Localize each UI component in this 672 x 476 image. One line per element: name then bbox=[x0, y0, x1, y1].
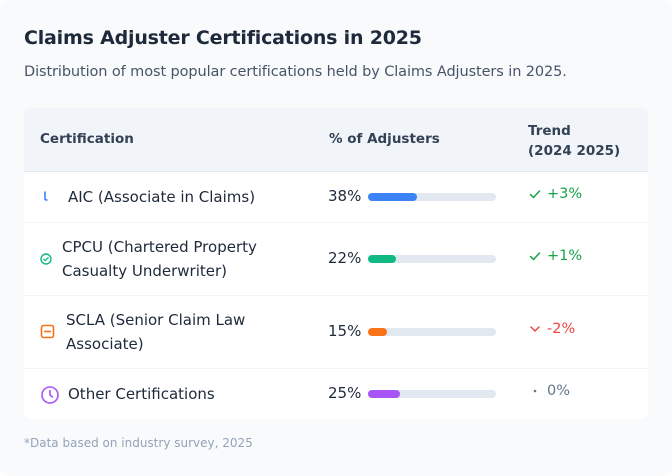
clock-icon bbox=[40, 385, 60, 405]
trend-text: -2% bbox=[547, 321, 576, 337]
trend-value: +1% bbox=[529, 248, 582, 264]
certification-name: AIC (Associate in Claims) bbox=[68, 188, 256, 206]
progress-bar-fill bbox=[368, 193, 417, 201]
trend-value: -2% bbox=[529, 321, 575, 337]
percent-value: 38% bbox=[328, 187, 362, 205]
certification-name-line1: SCLA (Senior Claim Law bbox=[66, 311, 246, 329]
certification-name-line2: Casualty Underwriter) bbox=[62, 262, 228, 280]
column-header-percent[interactable]: % of Adjusters bbox=[329, 131, 440, 147]
page-title: Claims Adjuster Certifications in 2025 bbox=[24, 27, 422, 49]
check-circle-icon bbox=[40, 251, 56, 267]
table-row[interactable]: AIC (Associate in Claims) 38% +3% bbox=[24, 172, 648, 223]
table-header: Certification % of Adjusters Trend (2024… bbox=[24, 108, 648, 172]
certification-name-line1: CPCU (Chartered Property bbox=[62, 238, 257, 256]
percent-value: 15% bbox=[328, 322, 362, 340]
dot-icon bbox=[533, 389, 537, 393]
certifications-table: Certification % of Adjusters Trend (2024… bbox=[24, 108, 648, 419]
progress-bar bbox=[368, 193, 496, 201]
chevron-down-icon bbox=[530, 326, 540, 332]
column-header-certification[interactable]: Certification bbox=[40, 131, 134, 147]
trend-value: 0% bbox=[529, 383, 570, 399]
trend-text: 0% bbox=[547, 383, 571, 399]
check-icon bbox=[529, 252, 541, 261]
percent-value: 22% bbox=[328, 249, 362, 267]
certification-name: SCLA (Senior Claim Law Associate) bbox=[66, 308, 245, 356]
trend-value: +3% bbox=[529, 186, 582, 202]
page-subtitle: Distribution of most popular certificati… bbox=[24, 64, 567, 80]
trend-header-line2: (2024 2025) bbox=[528, 143, 621, 159]
table-row[interactable]: Other Certifications 25% 0% bbox=[24, 369, 648, 419]
table-row[interactable]: CPCU (Chartered Property Casualty Underw… bbox=[24, 223, 648, 296]
certification-name: Other Certifications bbox=[68, 385, 215, 403]
trend-header-line1: Trend bbox=[528, 123, 571, 139]
progress-bar bbox=[368, 390, 496, 398]
loading-arc-icon bbox=[40, 189, 56, 205]
minus-square-icon bbox=[40, 324, 56, 340]
trend-text: +3% bbox=[547, 186, 583, 202]
certification-name: CPCU (Chartered Property Casualty Underw… bbox=[62, 235, 257, 283]
table-row[interactable]: SCLA (Senior Claim Law Associate) 15% -2… bbox=[24, 296, 648, 369]
progress-bar bbox=[368, 328, 496, 336]
progress-bar-fill bbox=[368, 328, 388, 336]
progress-bar-fill bbox=[368, 255, 397, 263]
footnote: *Data based on industry survey, 2025 bbox=[24, 436, 253, 450]
column-header-trend[interactable]: Trend (2024 2025) bbox=[528, 121, 620, 161]
percent-value: 25% bbox=[328, 384, 362, 402]
progress-bar-fill bbox=[368, 390, 400, 398]
progress-bar bbox=[368, 255, 496, 263]
check-icon bbox=[529, 190, 541, 199]
certification-name-line2: Associate) bbox=[66, 335, 144, 353]
trend-text: +1% bbox=[547, 248, 583, 264]
